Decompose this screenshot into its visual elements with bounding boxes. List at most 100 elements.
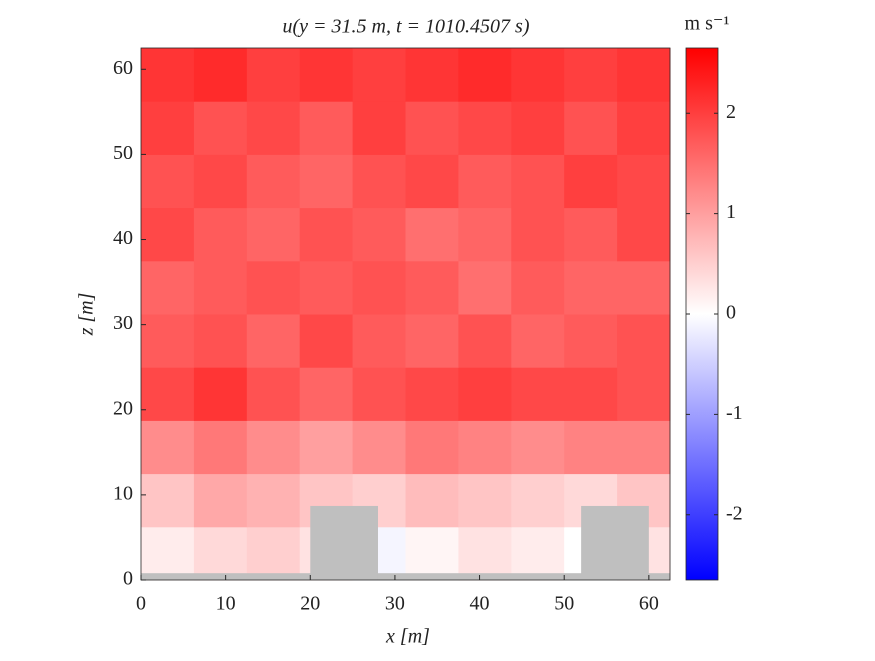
x-tick-label: 0: [136, 593, 146, 615]
heatmap-cell: [617, 48, 671, 102]
heatmap-cell: [299, 420, 354, 475]
heatmap-cell: [458, 101, 512, 155]
colorbar-tick-label: -1: [726, 402, 743, 424]
heatmap-cell: [458, 473, 512, 528]
colorbar-tick-label: 2: [726, 101, 736, 123]
heatmap-cell: [141, 314, 195, 368]
x-tick-label: 50: [554, 593, 574, 615]
plot-frame: [140, 47, 671, 581]
heatmap-cell: [141, 473, 195, 528]
heatmap-cell: [193, 48, 248, 102]
heatmap-cell: [564, 420, 618, 475]
heatmap-cell: [458, 207, 512, 262]
heatmap-cell: [405, 314, 459, 368]
heatmap-cell: [299, 367, 354, 421]
heatmap-cell: [141, 48, 195, 102]
heatmap-cell: [405, 48, 459, 102]
heatmap-cell: [299, 260, 354, 315]
heatmap-cell: [617, 367, 671, 421]
heatmap-cell: [564, 260, 618, 315]
heatmap-cell: [352, 260, 406, 315]
heatmap-cell: [193, 260, 248, 315]
x-tick-label: 10: [216, 593, 236, 615]
heatmap-cell: [617, 101, 671, 155]
heatmap-cell: [141, 526, 195, 581]
heatmap-cell: [299, 48, 354, 102]
y-tick-label: 30: [113, 312, 133, 334]
obstacle: [581, 505, 649, 580]
heatmap-cell: [246, 526, 301, 581]
heatmap-cell: [246, 314, 301, 368]
heatmap-cell: [193, 420, 248, 475]
heatmap-cell: [352, 48, 406, 102]
obstacle: [141, 573, 670, 580]
y-tick-label: 0: [123, 568, 133, 590]
heatmap-cell: [458, 526, 512, 581]
heatmap-cell: [511, 154, 565, 209]
heatmap-cell: [511, 473, 565, 528]
heatmap-cell: [352, 101, 406, 155]
heatmap-cell: [405, 101, 459, 155]
heatmap-cell: [458, 260, 512, 315]
heatmap-cell: [246, 473, 301, 528]
heatmap-cell: [511, 207, 565, 262]
heatmap-cell: [141, 207, 195, 262]
heatmap-cell: [458, 367, 512, 421]
heatmap-cell: [299, 101, 354, 155]
heatmap-cell: [405, 420, 459, 475]
heatmap-cell: [141, 101, 195, 155]
heatmap-cell: [352, 314, 406, 368]
heatmap-cell: [193, 154, 248, 209]
x-tick-label: 60: [639, 593, 659, 615]
heatmap-cell: [617, 207, 671, 262]
heatmap-cell: [299, 154, 354, 209]
colorbar-tick-label: 1: [726, 201, 736, 223]
heatmap-cell: [564, 207, 618, 262]
heatmap-cell: [246, 154, 301, 209]
heatmap-cell: [511, 260, 565, 315]
heatmap-cell: [405, 526, 459, 581]
heatmap-cell: [246, 420, 301, 475]
heatmap-cell: [246, 367, 301, 421]
y-axis-label: z [m]: [76, 293, 98, 337]
x-tick-label: 30: [385, 593, 405, 615]
x-tick-label: 20: [300, 593, 320, 615]
heatmap-cell: [193, 314, 248, 368]
heatmap-cell: [352, 420, 406, 475]
heatmap-cell: [458, 154, 512, 209]
heatmap-cell: [405, 154, 459, 209]
heatmap-cell: [458, 48, 512, 102]
y-tick-label: 10: [113, 482, 133, 504]
heatmap-cell: [405, 473, 459, 528]
heatmap-cell: [141, 260, 195, 315]
colorbar-label: m s⁻¹: [685, 13, 730, 35]
heatmap-cell: [246, 207, 301, 262]
heatmap-cell: [193, 473, 248, 528]
heatmap-cell: [617, 154, 671, 209]
heatmap-cell: [352, 367, 406, 421]
y-tick-label: 60: [113, 57, 133, 79]
heatmap-cell: [141, 367, 195, 421]
y-tick-label: 50: [113, 142, 133, 164]
y-tick-label: 20: [113, 397, 133, 419]
heatmap-cell: [141, 154, 195, 209]
heatmap-cell: [299, 207, 354, 262]
heatmap-cell: [511, 48, 565, 102]
heatmap-cell: [564, 48, 618, 102]
colorbar-tick-label: 0: [726, 302, 736, 324]
chart-title: u(y = 31.5 m, t = 1010.4507 s): [283, 16, 530, 38]
heatmap-cell: [617, 314, 671, 368]
heatmap-cell: [405, 207, 459, 262]
heatmap-cell: [564, 367, 618, 421]
heatmap-cell: [405, 260, 459, 315]
heatmap-cell: [193, 367, 248, 421]
colorbar: [685, 47, 719, 581]
x-axis-label: x [m]: [385, 626, 430, 648]
heatmap-cell: [352, 207, 406, 262]
heatmap-cell: [193, 207, 248, 262]
heatmap-cell: [511, 314, 565, 368]
heatmap-cell: [511, 367, 565, 421]
y-tick-label: 40: [113, 227, 133, 249]
heatmap-cell: [141, 420, 195, 475]
